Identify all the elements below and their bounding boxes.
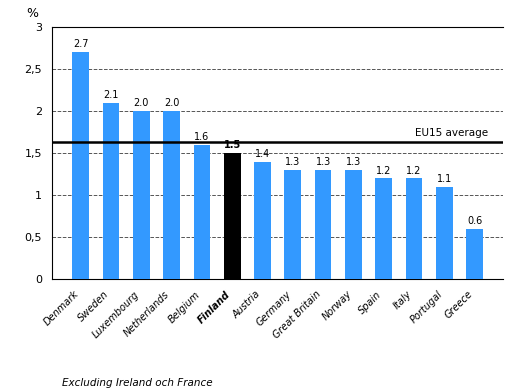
Text: 1.4: 1.4 [255,149,270,159]
Text: 1.5: 1.5 [224,140,241,150]
Bar [466,229,483,279]
Bar [163,111,180,279]
Text: 2.1: 2.1 [103,90,119,100]
Bar [345,170,362,279]
Bar [224,153,240,279]
Text: 1.3: 1.3 [285,157,301,167]
Text: 2.0: 2.0 [164,98,180,108]
Text: 2.0: 2.0 [134,98,149,108]
Bar [133,111,149,279]
Text: 1.3: 1.3 [346,157,361,167]
Text: 1.2: 1.2 [376,166,391,175]
Text: 1.3: 1.3 [316,157,331,167]
Bar [284,170,301,279]
Bar [315,170,332,279]
Bar [194,145,210,279]
Bar [375,178,392,279]
Text: 1.1: 1.1 [436,174,452,184]
Text: Excluding Ireland och France: Excluding Ireland och France [62,378,213,388]
Text: %: % [26,7,38,21]
Bar [406,178,422,279]
Bar [73,52,89,279]
Text: 2.7: 2.7 [73,40,89,49]
Text: 1.2: 1.2 [406,166,421,175]
Bar [254,162,271,279]
Text: 0.6: 0.6 [467,216,482,226]
Bar [436,187,453,279]
Text: 1.6: 1.6 [194,132,210,142]
Text: EU15 average: EU15 average [415,128,488,138]
Bar [103,103,119,279]
